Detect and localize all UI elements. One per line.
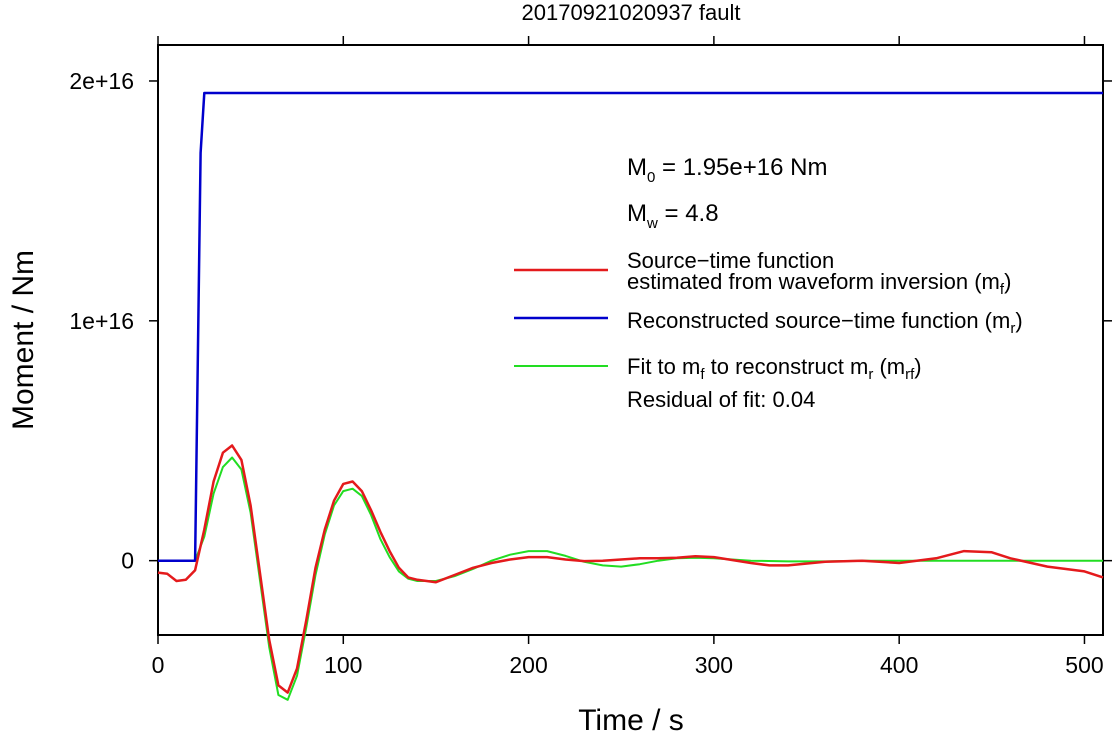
legend-label-source-time-sub: f [1000, 281, 1005, 298]
x-tick-label: 400 [880, 652, 918, 678]
x-axis-label: Time / s [578, 704, 684, 736]
legend-label-source-time-line1: Source−time function [627, 248, 834, 273]
legend: Source−time function estimated from wave… [514, 248, 1023, 412]
legend-label-fit-s2: r [868, 366, 873, 383]
mw-annotation: Mw = 4.8 [627, 200, 719, 232]
legend-label-reconstructed-tail: ) [1015, 308, 1022, 333]
legend-label-fit: Fit to mf to reconstruct mr (mrf) [627, 354, 922, 383]
legend-label-source-time-tail: ) [1004, 269, 1011, 294]
m0-annotation: M0 = 1.95e+16 Nm [627, 154, 827, 186]
y-axis-label: Moment / Nm [7, 250, 40, 430]
axis-ticks [149, 36, 1112, 644]
axis-tick-labels: 0 100 200 300 400 500 0 1e+16 2e+16 [69, 68, 1103, 678]
series-fit [158, 456, 1103, 701]
x-tick-label: 100 [324, 652, 362, 678]
legend-label-reconstructed: Reconstructed source−time function (mr) [627, 308, 1023, 337]
legend-label-source-time-text: estimated from waveform inversion (m [627, 269, 1000, 294]
m0-subscript: 0 [647, 169, 655, 186]
x-tick-label: 500 [1065, 652, 1103, 678]
legend-label-fit-s1: f [700, 366, 705, 383]
series-layer [157, 91, 1104, 701]
legend-label-reconstructed-sub: r [1010, 320, 1015, 337]
x-tick-label: 300 [695, 652, 733, 678]
legend-label-fit-p2: to reconstruct m [705, 354, 869, 379]
x-tick-label: 0 [152, 652, 165, 678]
legend-label-fit-p1: Fit to m [627, 354, 700, 379]
x-tick-label: 200 [509, 652, 547, 678]
legend-label-reconstructed-text: Reconstructed source−time function (m [627, 308, 1010, 333]
y-tick-label: 0 [121, 548, 134, 574]
series-source-time-function [157, 444, 1104, 694]
legend-label-fit-s3: rf [905, 366, 915, 383]
y-tick-label: 1e+16 [69, 308, 134, 334]
mw-subscript: w [646, 215, 658, 232]
plot-frame [157, 44, 1104, 636]
mw-symbol: M [627, 200, 647, 227]
legend-label-source-time-line2: estimated from waveform inversion (mf) [627, 269, 1011, 298]
m0-symbol: M [627, 154, 647, 181]
series-reconstructed [158, 91, 1103, 562]
legend-label-fit-p3: (m [873, 354, 905, 379]
chart-title: 20170921020937 fault [522, 0, 741, 25]
mw-value: = 4.8 [658, 200, 719, 227]
legend-label-fit-p4: ) [914, 354, 921, 379]
residual-annotation: Residual of fit: 0.04 [627, 387, 815, 412]
m0-value: = 1.95e+16 Nm [655, 154, 827, 181]
y-tick-label: 2e+16 [69, 68, 134, 94]
